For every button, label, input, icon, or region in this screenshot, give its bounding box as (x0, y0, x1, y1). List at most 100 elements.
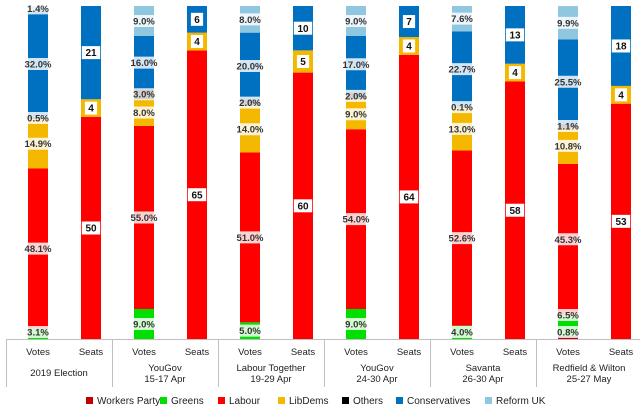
legend-item-libdems: LibDems (278, 396, 328, 407)
vote-label-others-g3-text: 2.0% (345, 91, 367, 102)
vote-label-libdems-g2-bg (233, 123, 267, 136)
tick-label-votes: Votes (238, 347, 262, 358)
seat-label-libdems-g4-text: 4 (512, 68, 518, 79)
vote-label-labour-g3-text: 54.0% (343, 215, 370, 226)
seat-label-libdems-g5: 4 (614, 88, 628, 101)
vote-label-others-g0-bg (23, 112, 53, 125)
vote-label-reform-uk-g3-bg (341, 14, 371, 27)
legend-label-workers-party: Workers Party (97, 396, 160, 407)
vote-label-reform-uk-g5: 9.9% (553, 16, 583, 29)
vote-label-greens-g1-bg (129, 318, 159, 331)
vote-label-conservatives-g2-bg (233, 59, 267, 72)
vote-label-greens-g2-bg (235, 324, 265, 337)
legend-swatch-others (342, 397, 349, 404)
seat-label-libdems-g1: 4 (190, 35, 204, 49)
seat-label-labour-g0-bg (81, 221, 101, 235)
vote-label-libdems-g5-bg (551, 139, 585, 152)
vote-label-reform-uk-g4: 7.6% (447, 12, 477, 25)
vote-label-labour-g2-bg (233, 231, 267, 244)
vote-label-greens-g5-bg (553, 309, 583, 321)
vote-label-greens-g0-bg (23, 326, 53, 338)
vote-label-reform-uk-g5-text: 9.9% (557, 18, 579, 29)
vote-label-others-g3: 2.0% (341, 89, 371, 102)
vote-label-greens-g3: 9.0% (341, 318, 371, 331)
tick-label-seats: Seats (79, 347, 104, 358)
seat-label-labour-g1-bg (187, 188, 207, 202)
vote-label-conservatives-g0-text: 32.0% (25, 59, 52, 70)
seat-label-conservatives-g3-bg (402, 15, 416, 29)
vote-label-labour-g0-bg (21, 242, 55, 255)
tick-label-votes: Votes (132, 347, 156, 358)
vote-label-conservatives-g3-bg (339, 58, 373, 71)
tick-label-seats: Seats (185, 347, 210, 358)
vote-label-reform-uk-g4-bg (447, 12, 477, 25)
vote-label-conservatives-g4: 22.7% (445, 63, 479, 76)
legend-swatch-reform-uk (485, 397, 492, 404)
vote-label-others-g5: 1.1% (553, 120, 583, 133)
vote-label-labour-g1: 55.0% (127, 211, 161, 224)
seat-label-conservatives-g0: 21 (81, 46, 101, 60)
vote-label-labour-g5-bg (551, 233, 585, 246)
seat-label-labour-g3-text: 64 (403, 193, 415, 204)
seat-label-labour-g1: 65 (187, 188, 207, 202)
seat-label-labour-g0: 50 (81, 221, 101, 235)
vote-label-others-g0: 0.5% (23, 112, 53, 125)
seat-label-conservatives-g1-text: 6 (194, 15, 200, 26)
seat-label-libdems-g0-bg (84, 101, 98, 115)
group-label-line2: 24-30 Apr (356, 374, 397, 385)
tick-label-votes: Votes (344, 347, 368, 358)
vote-label-conservatives-g1-text: 16.0% (131, 58, 158, 69)
vote-label-greens-g4-text: 4.0% (451, 328, 473, 339)
seat-label-libdems-g2: 5 (296, 55, 310, 68)
seat-label-labour-g5-text: 53 (615, 217, 627, 228)
tick-label-votes: Votes (26, 347, 50, 358)
seat-label-labour-g5: 53 (611, 214, 631, 228)
vote-label-libdems-g3-text: 9.0% (345, 110, 367, 121)
seat-label-labour-g0-text: 50 (85, 224, 97, 235)
vote-label-conservatives-g4-text: 22.7% (449, 65, 476, 76)
vote-label-greens-g4-bg (447, 326, 477, 338)
seat-label-conservatives-g0-bg (81, 46, 101, 60)
seat-label-conservatives-g5: 18 (611, 39, 631, 53)
seat-label-libdems-g0: 4 (84, 101, 98, 115)
vote-label-conservatives-g0: 32.0% (21, 57, 55, 70)
seat-label-libdems-g3: 4 (402, 39, 416, 53)
vote-label-labour-g1-bg (127, 211, 161, 224)
vote-label-libdems-g5: 10.8% (551, 139, 585, 152)
seat-label-conservatives-g3: 7 (402, 15, 416, 29)
vote-label-libdems-g3-bg (341, 108, 371, 121)
group-label-line1: YouGov (360, 363, 394, 374)
vote-label-others-g2-bg (235, 96, 265, 109)
vote-label-conservatives-g5-text: 25.5% (555, 77, 582, 88)
vote-label-others-g4-text: 0.1% (451, 103, 473, 114)
seat-label-labour-g4-bg (505, 203, 525, 217)
vote-label-labour-g3-bg (339, 213, 373, 226)
group-label-line1: Savanta (466, 363, 502, 374)
seat-label-libdems-g5-text: 4 (618, 90, 624, 101)
seat-label-labour-g2-text: 60 (297, 201, 309, 212)
seat-label-libdems-g1-text: 4 (194, 37, 200, 48)
vote-label-greens-g3-text: 9.0% (345, 320, 367, 331)
legend-label-labour: Labour (229, 396, 261, 407)
seat-label-conservatives-g4-bg (505, 28, 525, 42)
group-label-line2: 25-27 May (567, 374, 612, 385)
vote-label-reform-uk-g1-text: 9.0% (133, 16, 155, 27)
seat-label-libdems-g3-bg (402, 39, 416, 53)
vote-label-greens-g5: 6.5% (553, 309, 583, 322)
seat-label-libdems-g1-bg (190, 35, 204, 49)
seat-label-conservatives-g0-text: 21 (85, 48, 97, 59)
tick-label-seats: Seats (609, 347, 634, 358)
seat-label-libdems-g4: 4 (508, 66, 522, 79)
group-label-line2: 15-17 Apr (144, 374, 185, 385)
seat-label-labour-g2-bg (293, 199, 313, 213)
vote-label-workers-party-g5-bg (553, 326, 583, 338)
vote-label-reform-uk-g0-text: 1.4% (27, 4, 49, 15)
group-label-line2: 19-29 Apr (250, 374, 291, 385)
legend-item-labour: Labour (218, 396, 261, 407)
seat-label-conservatives-g2: 10 (293, 21, 313, 35)
vote-label-conservatives-g2-text: 20.0% (237, 61, 264, 72)
vote-label-labour-g2: 51.0% (233, 231, 267, 244)
vote-label-greens-g0: 3.1% (23, 326, 53, 339)
vote-label-conservatives-g2: 20.0% (233, 59, 267, 72)
